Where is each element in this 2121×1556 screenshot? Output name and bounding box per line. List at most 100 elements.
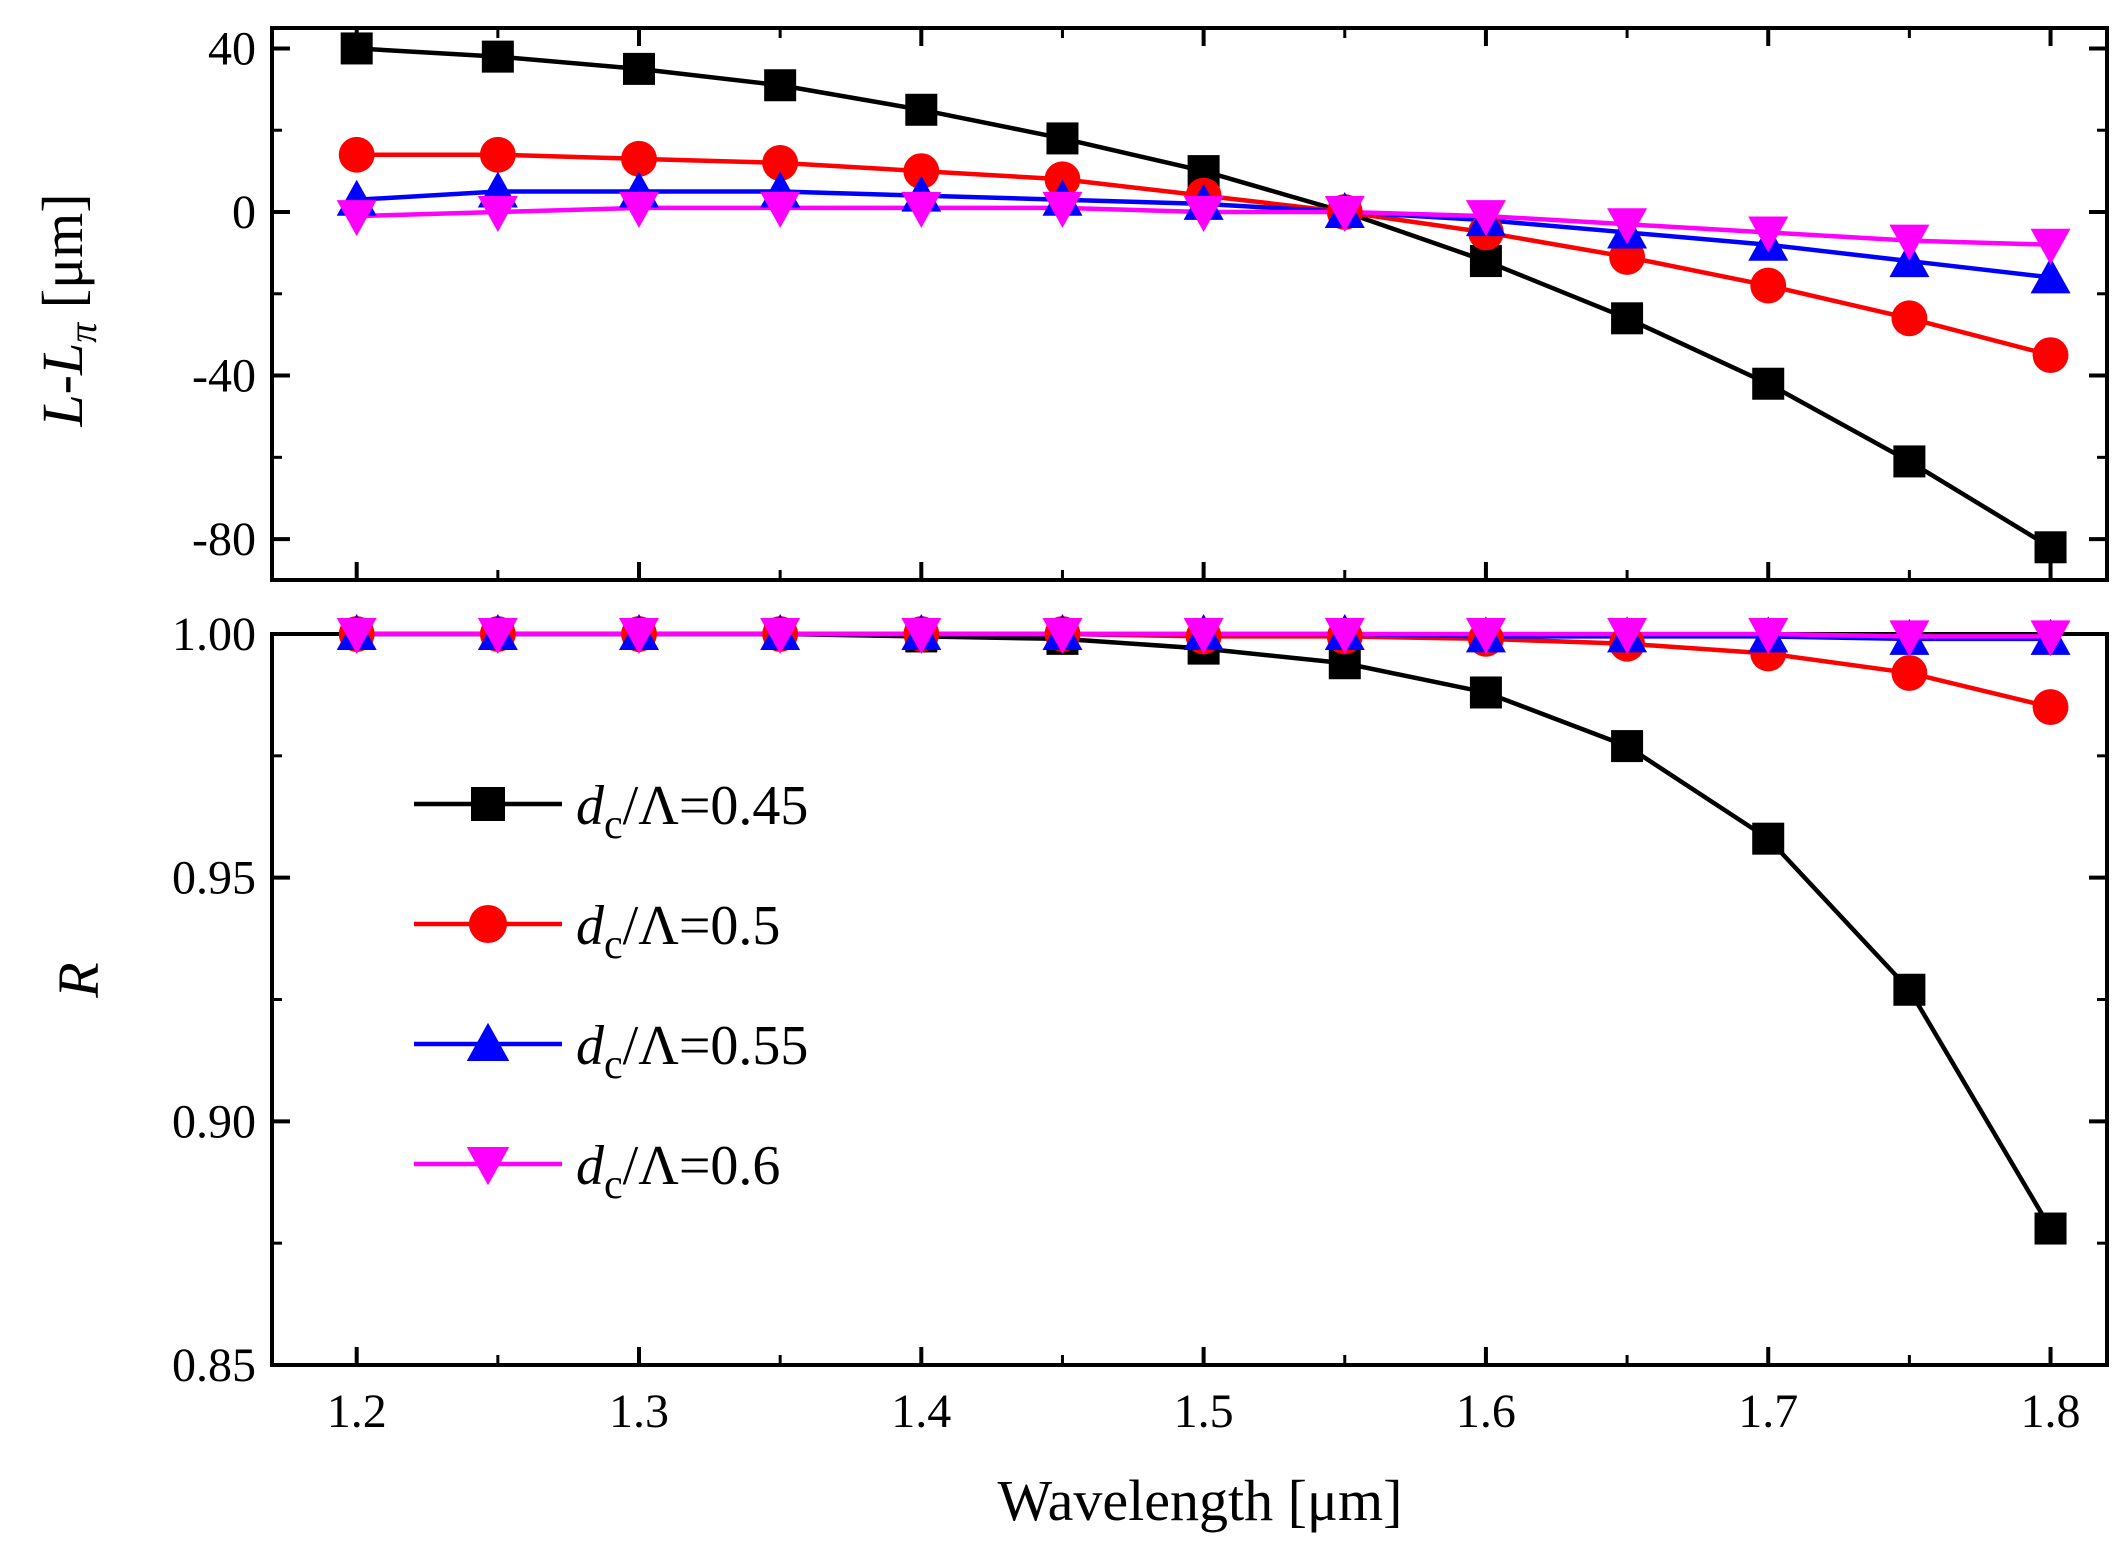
bottom-data-point-s3 [1042,618,1083,654]
top-data-point-s1 [621,140,657,177]
top-data-point-s2 [2030,257,2071,294]
bottom-data-point-s3 [336,618,377,654]
bottom-data-point-s1 [2032,689,2069,726]
bottom-y-axis-title: R [46,962,111,998]
bottom-data-point-s3 [619,618,659,654]
top-data-point-s3 [1324,196,1365,232]
bottom-data-point-s3 [760,618,801,654]
top-y-axis-title-main: L-L [30,343,95,428]
x-tick-label: 1.6 [1456,1385,1516,1438]
bottom-data-point-s3 [1183,618,1224,654]
top-y-tick-label: -40 [192,350,256,403]
top-data-point-s0 [1469,245,1502,278]
top-data-point-s3 [1042,191,1083,228]
x-tick-label: 1.3 [609,1385,669,1438]
top-data-point-s3 [1465,200,1506,237]
bottom-data-point-s3 [1324,618,1365,654]
legend-label-symbol: d [576,1015,605,1077]
legend-marker-1 [468,904,508,944]
bottom-data-point-s0 [1893,973,1926,1006]
top-data-point-s1 [1891,300,1928,337]
legend-label-0: dc/Λ=0.45 [576,775,808,848]
legend-label-sub: c [604,802,623,848]
bottom-data-point-s0 [1752,822,1785,855]
bottom-data-point-s3 [1607,618,1648,654]
x-tick-label: 1.4 [891,1385,951,1438]
legend-label-symbol: d [576,775,605,837]
top-data-point-s1 [903,153,940,190]
top-data-point-s1 [338,136,375,173]
top-data-point-s3 [1607,208,1648,245]
bottom-data-point-s1 [1891,655,1928,691]
x-axis-title: Wavelength [μm] [998,1468,1403,1533]
top-y-tick-label: 40 [208,22,256,75]
bottom-data-point-s3 [901,618,942,654]
legend-label-sub: c [604,1162,623,1208]
top-data-point-s1 [2032,337,2069,374]
top-y-axis-title-sub: π [60,322,105,343]
x-tick-label: 1.7 [1738,1385,1798,1438]
top-data-point-s1 [1044,161,1081,198]
top-panel: -80 -40 0 40 [192,22,2109,582]
top-data-point-s3 [336,200,377,237]
top-data-point-s1 [479,136,516,173]
top-data-point-s3 [1748,216,1789,253]
top-data-point-s0 [1893,445,1926,478]
top-data-point-s0 [623,52,655,85]
top-series-line-0 [356,46,2052,550]
legend-label-1: dc/Λ=0.5 [576,895,780,968]
legend-label-symbol: d [576,895,605,957]
bottom-y-tick-label: 0.85 [172,1339,256,1392]
bottom-y-tick-label: 1.00 [172,608,256,661]
bottom-data-point-s3 [1748,618,1789,654]
top-data-point-s1 [762,145,799,181]
top-data-point-s3 [1183,196,1224,232]
top-data-point-s0 [1046,122,1079,155]
bottom-data-point-s3 [477,618,518,654]
top-data-point-s3 [901,191,942,228]
legend-label-symbol: d [576,1135,605,1197]
bottom-data-point-s3 [2030,620,2071,657]
legend-label-2: dc/Λ=0.55 [576,1015,808,1088]
bottom-y-tick-label: 0.95 [172,852,256,905]
bottom-y-tick-label: 0.90 [172,1095,256,1148]
bottom-data-point-s0 [2034,1212,2067,1245]
top-data-point-s3 [760,191,801,228]
top-y-axis-title-unit: [μm] [30,193,95,322]
top-data-point-s0 [481,40,514,73]
top-data-point-s0 [1611,302,1644,335]
bottom-data-point-s3 [1889,620,1930,657]
legend-marker-2 [466,1022,510,1061]
bottom-panel: 0.85 0.90 0.95 1.00 1.2 1.3 1.4 1.5 1.6 1.7 1.8 [172,608,2109,1438]
bottom-plot-frame [270,632,2109,1367]
top-data-point-s0 [764,69,797,102]
x-tick-label: 1.2 [327,1385,387,1438]
top-data-point-s1 [1750,267,1787,304]
top-plot-frame [270,26,2109,582]
legend-label-rest: /Λ=0.5 [623,895,781,957]
x-tick-label: 1.8 [2021,1385,2081,1438]
top-data-point-s3 [2030,228,2071,265]
top-data-point-s0 [1752,367,1785,400]
bottom-data-point-s0 [1469,676,1502,709]
top-data-point-s3 [1889,224,1930,261]
legend-label-sub: c [604,922,623,968]
top-data-point-s3 [619,191,659,228]
legend-label-3: dc/Λ=0.6 [576,1135,780,1208]
legend-marker-3 [466,1147,510,1186]
legend-marker-0 [471,787,505,821]
legend-label-rest: /Λ=0.45 [623,775,809,837]
top-data-point-s3 [477,196,518,232]
top-y-tick-label: 0 [232,186,256,239]
legend-label-sub: c [604,1042,623,1088]
top-y-axis-title: L-Lπ [μm] [30,193,105,427]
legend-label-rest: /Λ=0.6 [623,1135,781,1197]
x-tick-label: 1.5 [1174,1385,1234,1438]
bottom-data-point-s0 [1611,730,1644,763]
top-y-tick-label: -80 [192,513,256,566]
top-data-point-s0 [905,93,938,126]
bottom-data-point-s3 [1465,618,1506,654]
legend-label-rest: /Λ=0.55 [623,1015,809,1077]
